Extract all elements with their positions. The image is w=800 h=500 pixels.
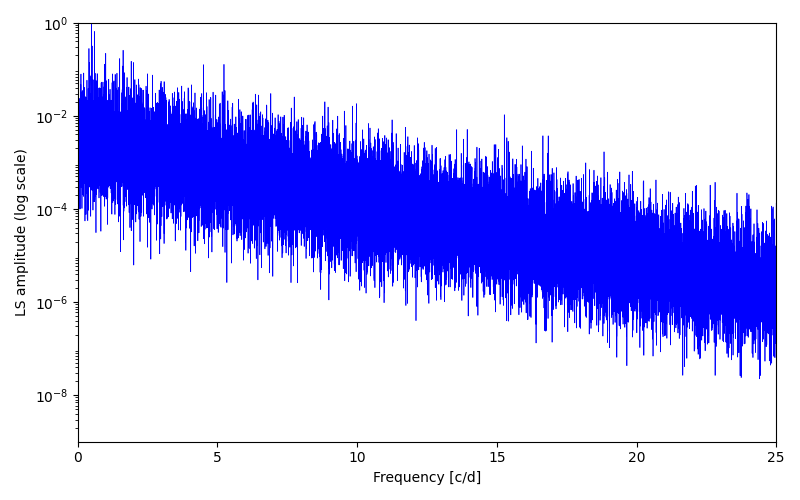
X-axis label: Frequency [c/d]: Frequency [c/d] [373,471,481,485]
Y-axis label: LS amplitude (log scale): LS amplitude (log scale) [15,148,29,316]
